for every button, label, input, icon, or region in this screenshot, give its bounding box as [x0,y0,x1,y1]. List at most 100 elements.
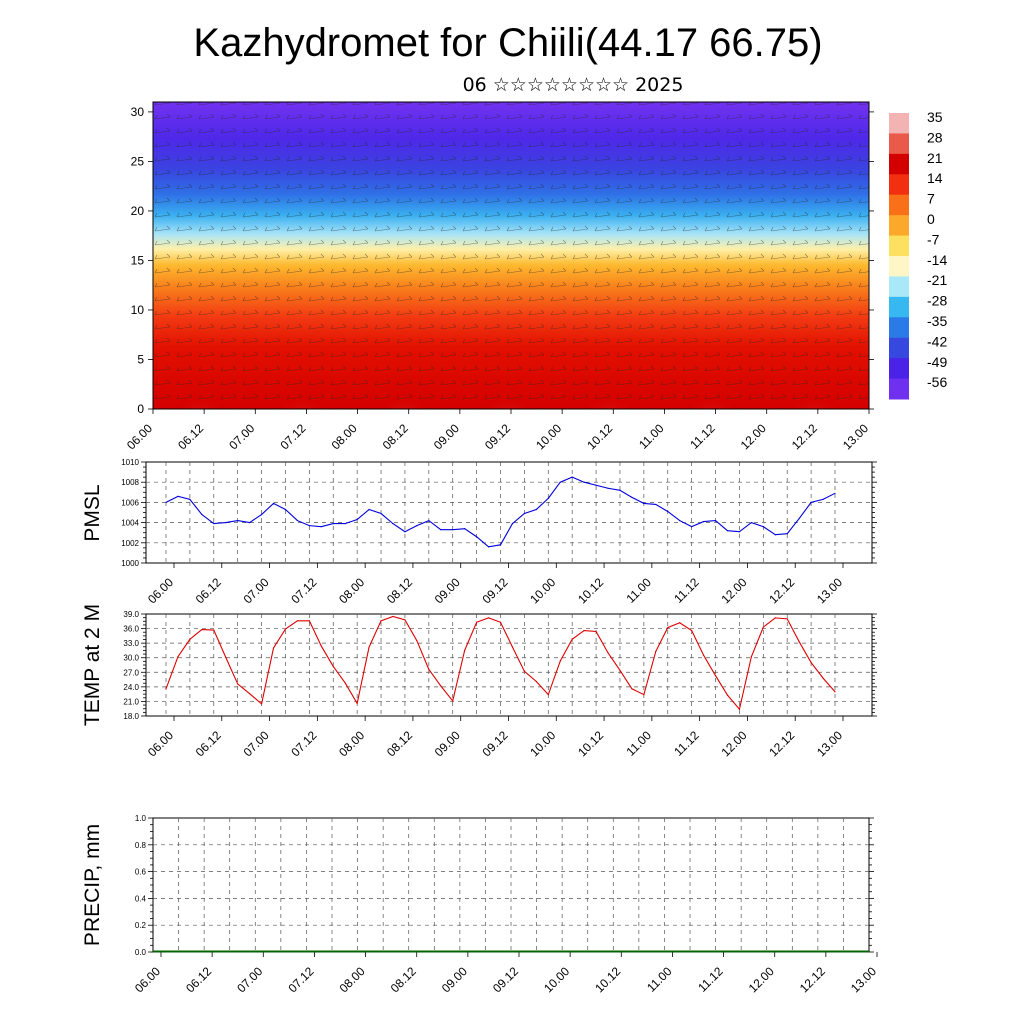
data-point [428,519,430,522]
heat-x-tick-label: 08.00 [329,421,360,452]
colorbar-label: -42 [927,333,947,349]
data-point [237,519,239,522]
panel-x-tick-label: 13.00 [848,964,879,995]
data-point [511,523,514,525]
data-point [774,617,776,619]
data-point [786,618,788,620]
data-point [607,487,609,489]
panel-x-tick-label: 13.00 [814,575,845,606]
data-point [750,522,752,524]
colorbar: 35 28 21 14 7 0 -7 -14 -21 -28 -35 -42 -49 -56 [889,109,947,400]
data-point [583,629,585,632]
panel-x-tick-label: 11.00 [644,964,675,995]
panel-x-tick-label: 10.00 [527,575,558,606]
panel-x-tick-label: 09.12 [479,728,510,759]
colorbar-label: 7 [927,191,935,207]
data-point [798,517,800,520]
panel-x-tick-label: 11.12 [671,575,702,606]
data-point [595,630,597,633]
data-point [547,497,549,499]
data-point [487,617,490,619]
panel-x-tick-label: 11.12 [671,728,702,759]
panel-x-tick-label: 09.00 [432,728,463,759]
data-point [380,620,382,622]
data-point [201,513,203,516]
heat-x-tick-label: 11.00 [636,421,667,452]
data-point [404,619,406,621]
data-point [523,512,525,515]
data-point [750,656,752,658]
heat-y-tick-label: 30 [131,105,145,119]
colorbar-label: -49 [927,354,947,370]
panel-x-tick-label: 09.00 [439,964,470,995]
panel-x-tick-label: 10.12 [592,964,623,995]
data-point [679,519,681,522]
y-tick-label: 1.0 [135,814,147,823]
data-point [738,531,741,533]
colorbar-label: 21 [927,150,943,166]
heat-x-tick-label: 10.00 [533,421,564,452]
y-tick-label: 1002 [121,539,139,548]
data-point [344,682,346,684]
panel-x-tick-label: 08.12 [388,964,419,995]
data-point [631,688,633,690]
heat-x-tick-label: 09.00 [431,421,462,452]
data-point [464,649,466,652]
data-point [810,501,812,503]
panel-x-tick-label: 06.00 [132,964,163,995]
panel-x-tick-label: 10.12 [575,728,606,759]
colorbar-swatch [889,133,909,155]
data-point [452,700,454,702]
heatmap-y-axis: 0 5 10 15 20 25 30 [131,105,874,416]
data-point [320,526,322,528]
y-tick-label: 0.2 [135,921,147,930]
data-point [249,522,251,524]
y-tick-label: 39.0 [123,610,139,619]
data-point [272,647,275,649]
panel-x-tick-label: 12.00 [746,964,777,995]
colorbar-label: -21 [927,272,947,288]
panel-x-tick-label: 09.12 [490,964,521,995]
panel-x-tick-label: 07.00 [241,575,272,606]
data-point [619,669,621,671]
heat-x-tick-label: 07.12 [277,421,308,452]
heatmap-x-axis: 06.00 06.12 07.00 07.12 08.00 08.12 09.00 09.12… [124,409,871,452]
data-point [607,652,609,654]
temp-panel: 18.0 21.0 24.0 27.0 30.0 33.0 36.0 39.0 06.00 06… [81,604,877,759]
data-point [511,646,514,648]
colorbar-swatch [889,358,909,380]
data-point [249,693,251,695]
panel-x-tick-label: 12.12 [766,575,797,606]
data-point [260,703,263,705]
heatmap-panel: 0 5 10 15 20 25 30 06.00 06.12 07.00 07.12 08.00 08… [124,101,874,452]
data-point [667,627,669,629]
colorbar-label: -14 [927,252,947,268]
y-tick-label: 1008 [121,478,139,487]
data-point [643,502,645,505]
colorbar-swatch [889,153,909,175]
heat-y-tick-label: 25 [131,154,145,168]
colorbar-swatch [889,378,909,400]
panel-x-tick-label: 07.00 [234,964,265,995]
data-point [726,530,729,532]
precip-ylabel: PRECIP, mm [81,824,104,946]
data-point [559,481,561,483]
panel-x-tick-label: 08.12 [384,728,415,759]
data-point [308,525,310,527]
heat-x-tick-label: 06.00 [124,421,155,452]
panel-x-tick-label: 10.12 [575,575,606,606]
data-point [296,620,299,622]
data-point [284,508,287,511]
colorbar-label: -28 [927,293,947,309]
data-point [487,546,490,548]
data-point [822,677,824,679]
panel-x-tick-label: 12.00 [718,728,749,759]
data-point [499,621,502,623]
heat-x-tick-label: 13.00 [840,421,871,452]
data-point [189,498,191,500]
data-point [774,534,776,536]
data-point [308,620,310,622]
data-point [213,523,215,525]
y-tick-label: 1006 [121,498,139,507]
heat-x-tick-label: 12.12 [789,421,820,452]
